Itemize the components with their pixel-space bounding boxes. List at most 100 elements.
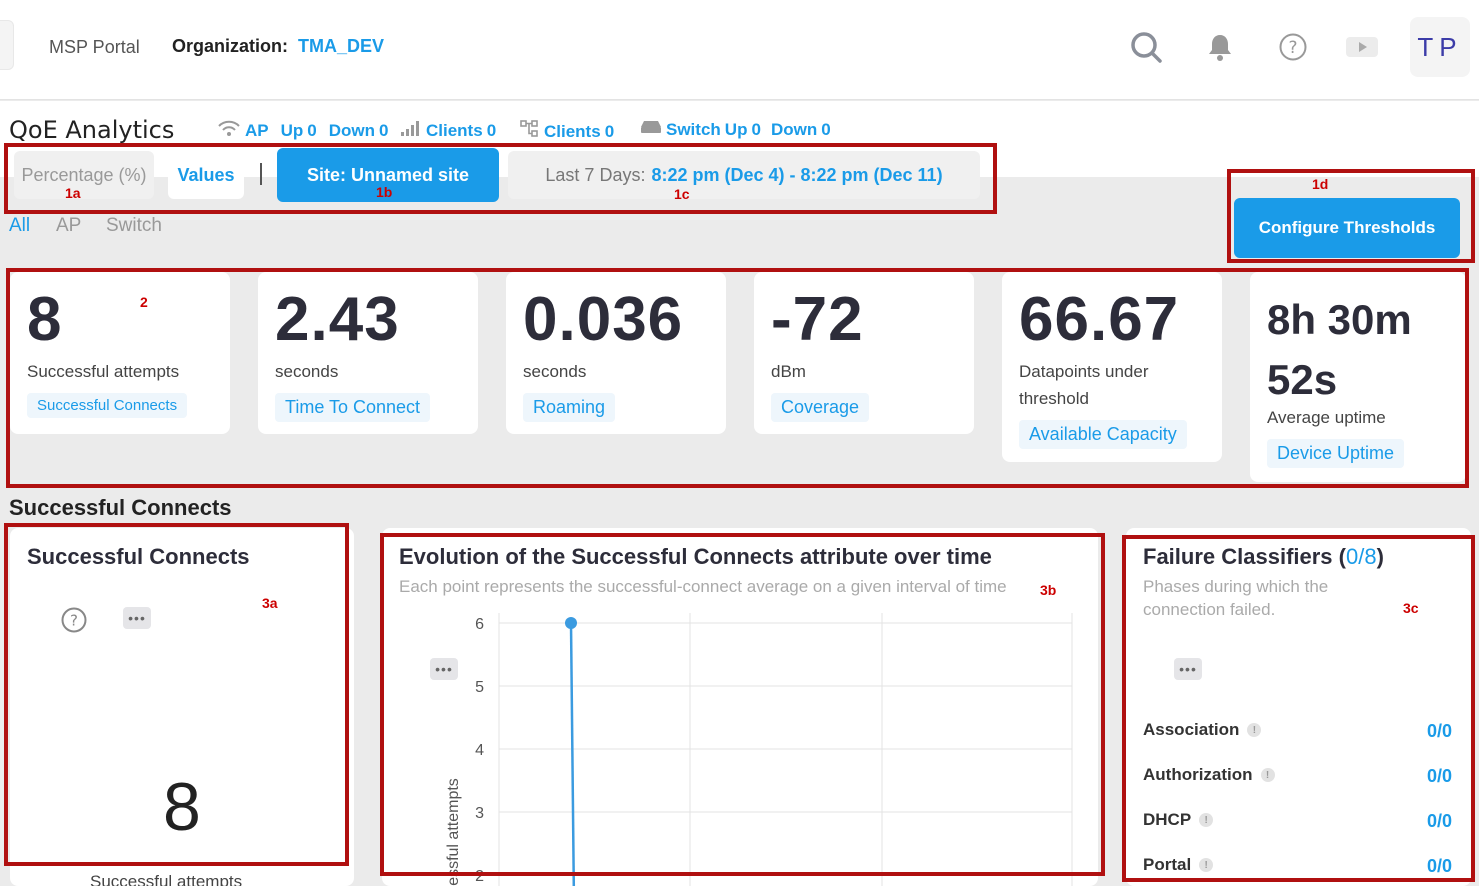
metric-tag[interactable]: Available Capacity <box>1019 420 1187 449</box>
metric-value: 8h 30m 52s <box>1267 290 1412 410</box>
clients-label: Clients <box>426 120 483 140</box>
panel-title-text: Failure Classifiers ( <box>1143 544 1346 569</box>
info-icon[interactable]: ! <box>1247 723 1262 737</box>
info-icon[interactable]: ! <box>1199 813 1214 827</box>
metric-unit: Datapoints under threshold <box>1019 362 1149 408</box>
metric-card-successful-connects[interactable]: 8 Successful attempts Successful Connect… <box>10 272 230 434</box>
y-axis-label: Successful attempts <box>445 778 462 886</box>
metric-value: 8 <box>27 285 63 354</box>
failure-row-value[interactable]: 0/0 <box>1426 766 1452 786</box>
ap-down-label: Down <box>328 120 376 140</box>
switch-icon <box>640 119 662 140</box>
failure-row-association[interactable]: Association ! <box>1143 720 1262 740</box>
brand-title[interactable]: MSP Portal <box>49 37 140 57</box>
metric-value-line-1: 8h 30m <box>1267 296 1412 343</box>
annotation-box-3b <box>380 533 1105 876</box>
switch-up-label: Up <box>724 119 748 139</box>
metric-tag[interactable]: Roaming <box>523 393 616 422</box>
annotation-label: 3a <box>262 595 278 611</box>
help-icon[interactable]: ? <box>60 606 88 639</box>
metric-value-line-2: 52s <box>1267 356 1338 403</box>
tab-all[interactable]: All <box>9 215 31 236</box>
bell-icon[interactable] <box>1203 30 1237 64</box>
ap-status[interactable]: AP Up 0 Down 0 <box>217 119 389 142</box>
annotation-box-1d <box>1227 169 1475 263</box>
y-tick-label: 2 <box>475 868 484 885</box>
failure-row-value[interactable]: 0/0 <box>1426 856 1452 876</box>
failure-row-value[interactable]: 0/0 <box>1426 811 1452 831</box>
ap-down-count: 0 <box>379 120 389 140</box>
panel-title-close: ) <box>1376 544 1384 569</box>
failure-row-value[interactable]: 0/0 <box>1426 721 1452 741</box>
info-icon[interactable]: ! <box>1199 858 1214 872</box>
network-tree-icon <box>520 119 540 144</box>
configure-thresholds-button[interactable]: Configure Thresholds <box>1234 198 1460 258</box>
panel-subtitle: Phases during which the connection faile… <box>1143 575 1328 621</box>
panel-title: Evolution of the Successful Connects att… <box>399 544 992 569</box>
section-title: Successful Connects <box>9 495 232 520</box>
annotation-box-2 <box>6 268 1469 488</box>
info-icon[interactable]: ! <box>1260 768 1275 782</box>
metric-card-available-capacity[interactable]: 66.67 Datapoints under threshold Availab… <box>1002 272 1222 462</box>
metric-unit: Successful attempts <box>27 362 180 381</box>
top-bar: MSP Portal Organization: TMA_DEV ? TP <box>0 0 1479 100</box>
clients-count: 0 <box>486 120 497 140</box>
metric-card-coverage[interactable]: -72 dBm Coverage <box>754 272 974 434</box>
annotation-box-3c <box>1122 535 1475 882</box>
switch-clients-status[interactable]: Clients 0 <box>520 119 614 144</box>
metric-tag[interactable]: Coverage <box>771 393 870 422</box>
user-avatar[interactable]: TP <box>1410 17 1470 77</box>
metric-tag[interactable]: Successful Connects <box>27 393 188 418</box>
metric-card-roaming[interactable]: 0.036 seconds Roaming <box>506 272 726 434</box>
metric-card-device-uptime[interactable]: 8h 30m 52s Average uptime Device Uptime <box>1250 272 1466 482</box>
metric-tag[interactable]: Device Uptime <box>1267 439 1405 468</box>
values-toggle[interactable]: Values <box>168 151 244 199</box>
more-options-icon[interactable]: ••• <box>123 607 151 629</box>
metric-card-time-to-connect[interactable]: 2.43 seconds Time To Connect <box>258 272 478 434</box>
help-icon[interactable]: ? <box>1276 30 1310 64</box>
successful-connects-panel: Successful Connects ? ••• 8 Successful a… <box>10 528 354 886</box>
switch-down-label: Down <box>770 119 818 139</box>
date-range-label: Last 7 Days: <box>545 164 646 185</box>
site-selector-button[interactable]: Site: Unnamed site <box>277 148 499 202</box>
tab-switch[interactable]: Switch <box>106 215 162 236</box>
metric-unit: seconds <box>275 362 339 381</box>
sidebar-toggle[interactable] <box>0 20 14 70</box>
switch-down-count: 0 <box>821 119 831 139</box>
metric-value: 66.67 <box>1019 285 1180 354</box>
failure-row-portal[interactable]: Portal ! <box>1143 855 1214 875</box>
ap-up-label: Up <box>280 120 304 140</box>
metric-tag[interactable]: Time To Connect <box>275 393 431 422</box>
filter-divider <box>260 163 262 185</box>
panel-title: Failure Classifiers (0/8) <box>1143 544 1384 570</box>
organization-label: Organization: <box>172 36 288 56</box>
search-icon[interactable] <box>1129 30 1163 64</box>
annotation-label: 1b <box>376 184 393 200</box>
organization-value[interactable]: TMA_DEV <box>298 36 385 56</box>
metric-unit: dBm <box>771 362 806 381</box>
clients-status[interactable]: Clients 0 <box>400 119 496 142</box>
ap-label: AP <box>245 120 269 140</box>
failure-row-label: Authorization <box>1143 765 1253 784</box>
annotation-label: 2 <box>140 294 148 310</box>
svg-text:?: ? <box>70 612 78 630</box>
switch-status[interactable]: Switch Up 0 Down 0 <box>640 119 831 140</box>
ap-up-count: 0 <box>307 120 317 140</box>
more-options-icon[interactable]: ••• <box>430 658 458 680</box>
annotation-label: 1a <box>65 185 81 201</box>
failure-classifiers-panel: Failure Classifiers (0/8) Phases during … <box>1126 528 1471 886</box>
switch-up-count: 0 <box>751 119 761 139</box>
annotation-box-3a <box>4 523 349 866</box>
evolution-chart-panel: Evolution of the Successful Connects att… <box>382 528 1098 886</box>
switch-label: Switch <box>666 119 721 139</box>
y-tick-label: 3 <box>475 805 484 822</box>
percentage-toggle[interactable]: Percentage (%) <box>14 151 154 199</box>
more-options-icon[interactable]: ••• <box>1174 658 1202 680</box>
video-icon[interactable] <box>1345 30 1379 64</box>
failure-row-dhcp[interactable]: DHCP ! <box>1143 810 1214 830</box>
tab-ap[interactable]: AP <box>56 215 82 236</box>
date-range-picker[interactable]: Last 7 Days: 8:22 pm (Dec 4) - 8:22 pm (… <box>508 151 980 199</box>
metric-unit: Average uptime <box>1267 408 1386 427</box>
failure-row-authorization[interactable]: Authorization ! <box>1143 765 1275 785</box>
y-tick-label: 6 <box>475 616 484 633</box>
